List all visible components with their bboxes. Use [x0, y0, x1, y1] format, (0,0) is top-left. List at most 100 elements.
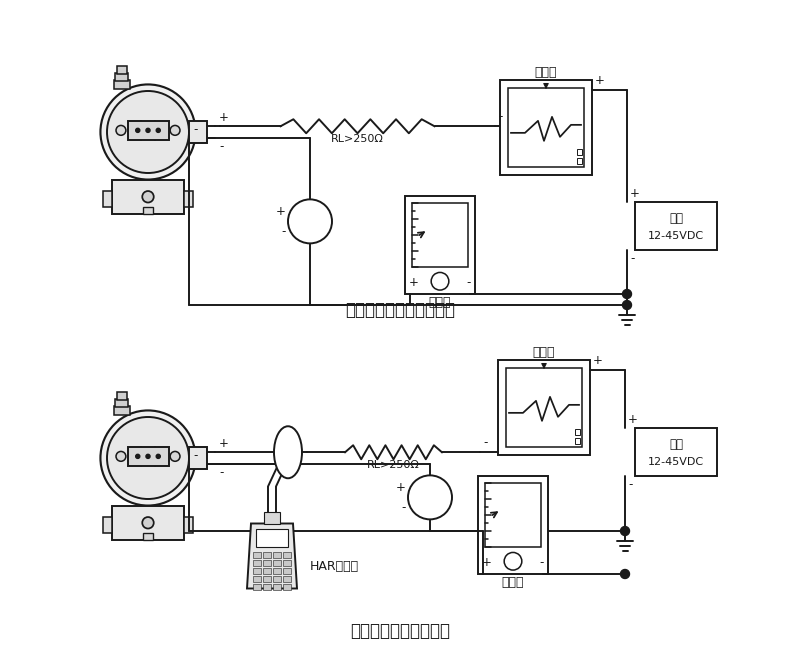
Text: +: +: [276, 205, 286, 218]
Circle shape: [107, 417, 189, 499]
Circle shape: [107, 91, 189, 173]
Text: 电源: 电源: [669, 438, 683, 451]
Bar: [283, 552, 291, 558]
Text: 指示仪: 指示仪: [502, 575, 524, 588]
Text: +: +: [409, 276, 419, 289]
Bar: [577, 158, 582, 164]
Circle shape: [136, 455, 140, 459]
Text: 电源: 电源: [669, 213, 683, 225]
Circle shape: [142, 517, 154, 529]
Bar: [143, 533, 153, 540]
Bar: [103, 517, 112, 533]
Bar: [635, 202, 717, 250]
Text: -: -: [628, 478, 632, 491]
Bar: [115, 73, 128, 81]
Bar: [253, 575, 261, 581]
Circle shape: [101, 85, 195, 180]
Text: -: -: [219, 466, 223, 479]
Circle shape: [288, 199, 332, 243]
Text: -: -: [402, 501, 406, 514]
Bar: [184, 191, 193, 207]
Bar: [412, 203, 468, 266]
Bar: [577, 149, 582, 155]
Bar: [273, 560, 281, 565]
Bar: [143, 207, 153, 214]
Bar: [273, 567, 281, 573]
Bar: [263, 575, 271, 581]
Circle shape: [170, 451, 180, 461]
Circle shape: [622, 300, 631, 310]
Circle shape: [170, 125, 180, 135]
Bar: [189, 121, 207, 144]
Text: -: -: [483, 436, 487, 449]
Bar: [508, 88, 584, 167]
Bar: [115, 399, 128, 407]
Bar: [283, 583, 291, 590]
Text: +: +: [593, 354, 603, 367]
Text: 记录仪: 记录仪: [534, 66, 558, 79]
Polygon shape: [247, 523, 297, 588]
Bar: [114, 80, 130, 89]
Text: RL>250Ω: RL>250Ω: [331, 134, 384, 144]
Text: -: -: [630, 252, 634, 265]
Circle shape: [156, 129, 160, 133]
Circle shape: [622, 289, 631, 298]
Text: 智能型现场导线的连接: 智能型现场导线的连接: [350, 622, 450, 640]
Circle shape: [156, 455, 160, 459]
Bar: [273, 575, 281, 581]
Bar: [264, 512, 280, 523]
Bar: [117, 66, 126, 73]
Text: -: -: [193, 449, 198, 462]
Text: -: -: [219, 140, 223, 153]
Text: HAR通信器: HAR通信器: [310, 560, 359, 573]
Bar: [405, 196, 475, 294]
Circle shape: [116, 451, 126, 461]
Circle shape: [146, 455, 150, 459]
Text: 指示仪: 指示仪: [429, 295, 451, 308]
Text: -: -: [498, 110, 502, 123]
Text: -: -: [282, 225, 286, 238]
Bar: [112, 180, 184, 214]
Circle shape: [142, 191, 154, 203]
Bar: [575, 429, 580, 435]
Bar: [263, 567, 271, 573]
Circle shape: [621, 569, 630, 579]
Bar: [500, 80, 592, 175]
Bar: [485, 483, 541, 546]
Circle shape: [116, 125, 126, 135]
Circle shape: [146, 129, 150, 133]
Text: 非智能型现场导线的连接: 非智能型现场导线的连接: [345, 301, 455, 319]
Text: 12-45VDC: 12-45VDC: [648, 231, 704, 241]
Bar: [256, 529, 288, 546]
Bar: [635, 428, 717, 476]
Bar: [478, 476, 548, 574]
Circle shape: [408, 476, 452, 520]
Bar: [253, 560, 261, 565]
Text: -: -: [193, 123, 198, 136]
Text: -: -: [466, 276, 471, 289]
Bar: [283, 575, 291, 581]
Bar: [117, 392, 126, 400]
Bar: [263, 583, 271, 590]
Bar: [189, 447, 207, 470]
Bar: [273, 552, 281, 558]
Circle shape: [101, 411, 195, 506]
Bar: [112, 506, 184, 540]
Text: +: +: [482, 556, 492, 569]
Text: +: +: [628, 413, 638, 426]
Bar: [575, 438, 580, 444]
Bar: [184, 517, 193, 533]
Bar: [127, 121, 169, 140]
Bar: [283, 560, 291, 565]
Text: +: +: [396, 481, 406, 494]
Bar: [273, 583, 281, 590]
Bar: [253, 552, 261, 558]
Bar: [506, 368, 582, 447]
Bar: [103, 191, 112, 207]
Text: RL>250Ω: RL>250Ω: [367, 461, 420, 470]
Circle shape: [136, 129, 140, 133]
Text: +: +: [219, 438, 229, 450]
Bar: [283, 567, 291, 573]
Bar: [127, 447, 169, 466]
Text: +: +: [595, 74, 605, 87]
